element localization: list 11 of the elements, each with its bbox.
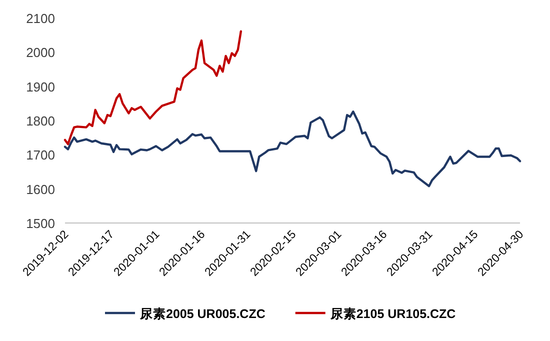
y-tick-label: 2000	[26, 45, 55, 60]
y-tick-label: 2100	[26, 11, 55, 26]
y-tick-label: 1700	[26, 148, 55, 163]
y-tick-label: 1500	[26, 216, 55, 231]
y-tick-label: 1900	[26, 79, 55, 94]
line-series	[64, 30, 242, 146]
y-tick-label: 1600	[26, 182, 55, 197]
y-tick-label: 1800	[26, 114, 55, 128]
legend-label: 尿素2005 UR005.CZC	[139, 306, 266, 321]
legend-label: 尿素2105 UR105.CZC	[329, 306, 456, 321]
line-series	[64, 110, 522, 188]
